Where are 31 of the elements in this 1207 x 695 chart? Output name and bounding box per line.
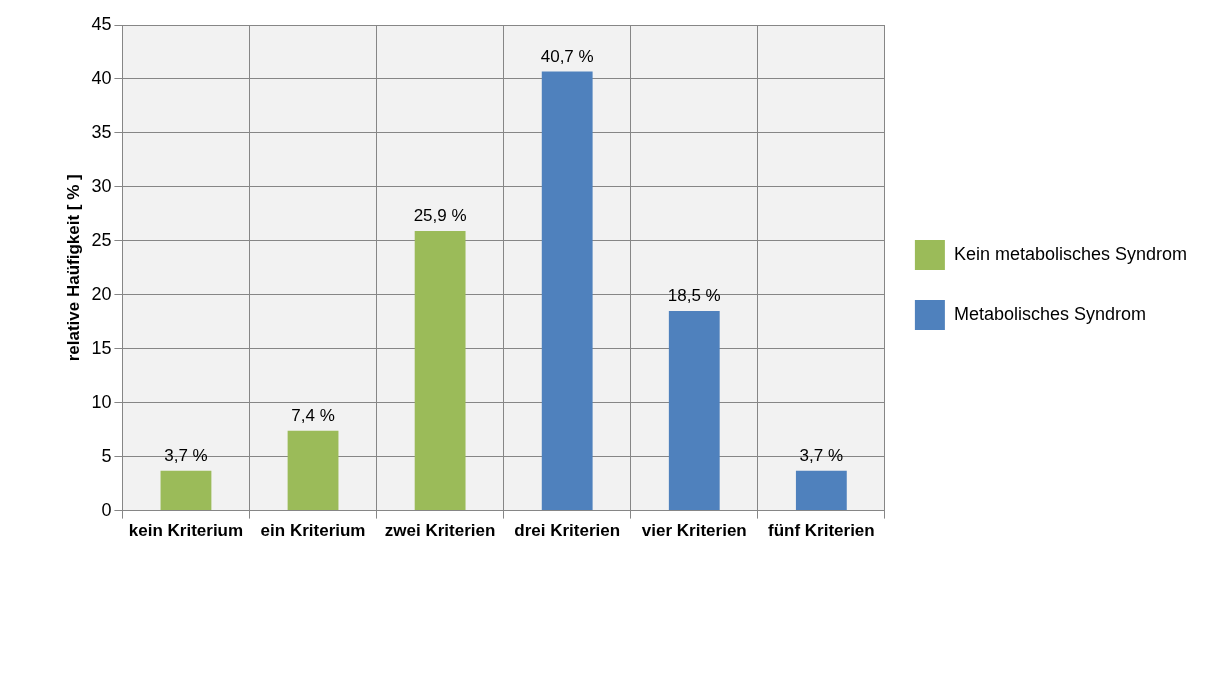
y-tick-label: 5 bbox=[101, 445, 112, 466]
x-tick-label: drei Kriterien bbox=[514, 521, 621, 541]
bar bbox=[795, 470, 847, 511]
legend-label: Kein metabolisches Syndrom bbox=[953, 243, 1188, 264]
bar bbox=[414, 231, 466, 511]
y-tick-label: 40 bbox=[91, 67, 112, 88]
data-label: 7,4 % bbox=[291, 405, 335, 425]
y-tick-label: 30 bbox=[91, 175, 112, 196]
y-tick-label: 15 bbox=[91, 337, 112, 358]
y-tick-label: 20 bbox=[91, 283, 112, 304]
bar bbox=[541, 71, 593, 511]
data-label: 40,7 % bbox=[540, 46, 594, 66]
y-tick-label: 10 bbox=[91, 391, 112, 412]
y-tick-label: 0 bbox=[101, 499, 112, 520]
x-tick-label: ein Kriterium bbox=[260, 521, 366, 541]
bar bbox=[160, 470, 212, 511]
x-tick-label: zwei Kriterien bbox=[384, 521, 496, 541]
y-tick-label: 45 bbox=[91, 13, 112, 34]
data-label: 3,7 % bbox=[799, 445, 844, 465]
y-axis-title: relative Haüfigkeit [ % ] bbox=[63, 174, 83, 362]
bar bbox=[287, 430, 339, 511]
bar bbox=[668, 310, 720, 511]
x-tick-label: fünf Kriterien bbox=[767, 521, 875, 541]
x-tick-label: vier Kriterien bbox=[641, 521, 747, 541]
y-tick-label: 35 bbox=[91, 121, 112, 142]
legend-label: Metabolisches Syndrom bbox=[953, 303, 1146, 324]
data-label: 18,5 % bbox=[667, 286, 721, 306]
data-label: 25,9 % bbox=[413, 206, 467, 226]
x-tick-label: kein Kriterium bbox=[128, 521, 244, 541]
y-tick-label: 25 bbox=[91, 229, 112, 250]
data-label: 3,7 % bbox=[164, 445, 208, 465]
